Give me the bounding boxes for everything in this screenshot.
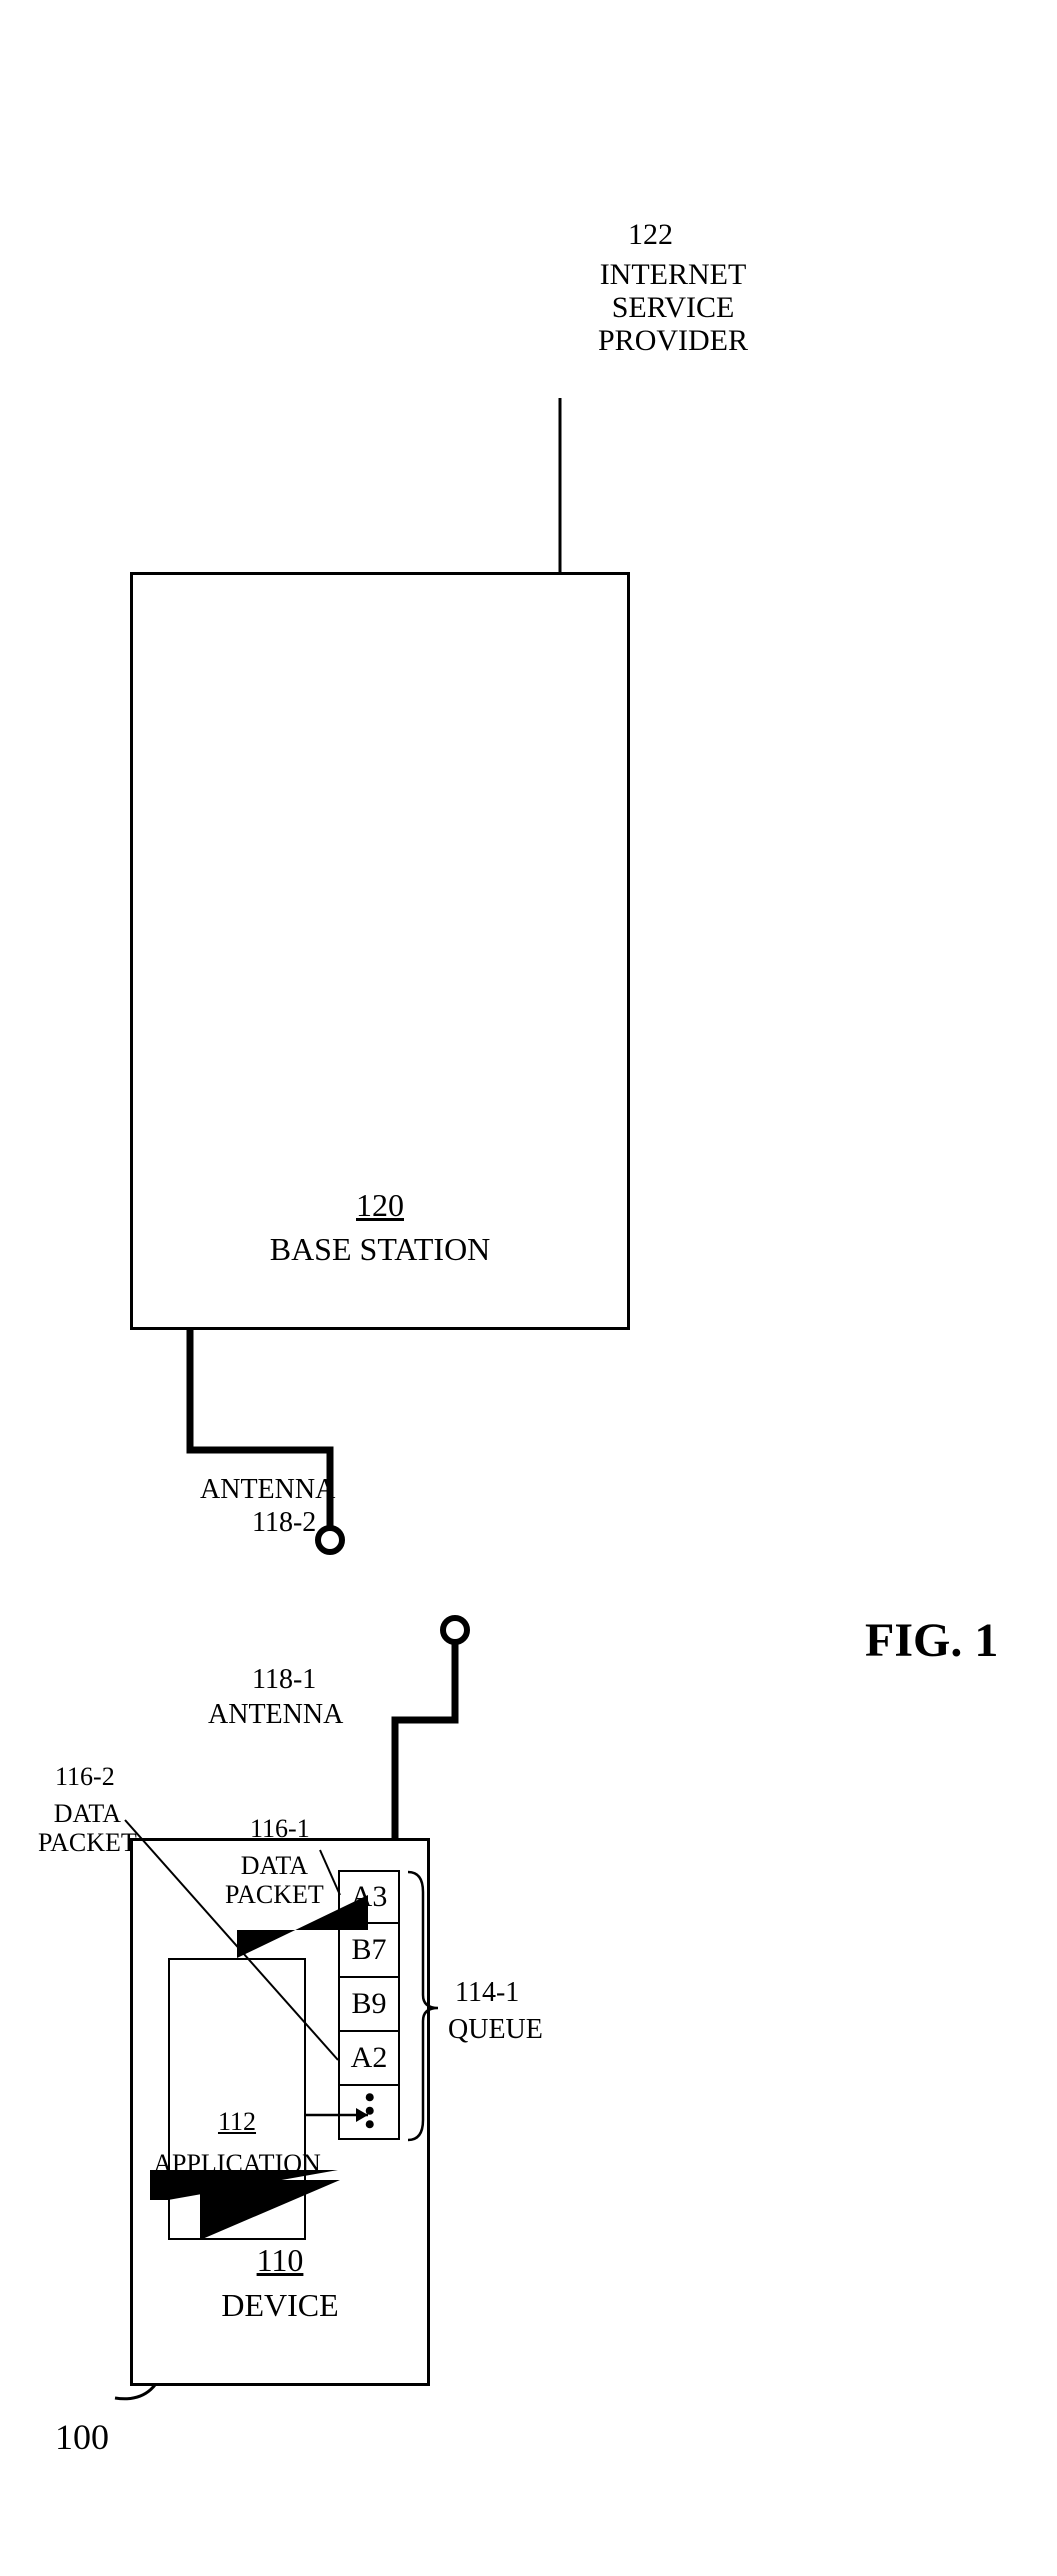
- isp-connector: [0, 0, 1057, 2576]
- isp-ref2: 122: [628, 218, 673, 251]
- fig-caption: FIG. 1: [865, 1615, 998, 1668]
- diagram-root: 100 DEVICE 110 APPLICATION 112 A3 B7 B9 …: [0, 0, 1057, 2576]
- isp-label2: INTERNET SERVICE PROVIDER: [598, 258, 748, 357]
